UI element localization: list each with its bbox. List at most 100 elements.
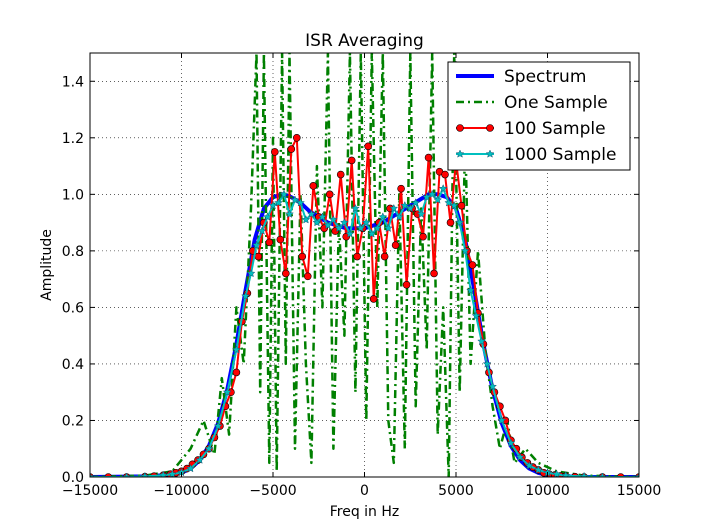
legend-label: One Sample [504,93,608,113]
data-point [298,252,307,261]
data-point [471,311,481,320]
data-point [441,170,449,179]
data-point [122,472,131,477]
data-point [378,212,388,221]
data-point [422,192,432,201]
data-point [309,182,318,190]
data-point [325,190,334,199]
legend-item: One Sample [456,93,608,113]
x-tick-label: −10000 [153,483,209,499]
y-tick-label: 1.0 [62,187,84,203]
data-point [524,461,534,470]
data-point [265,238,274,247]
data-point [427,189,437,199]
x-tick-label: 15000 [617,483,662,499]
data-point [380,252,389,261]
data-point [323,220,333,230]
x-tick-label: 10000 [525,483,570,499]
series-1000-sample [90,184,639,477]
legend-label: 1000 Sample [504,145,616,165]
data-point [241,291,251,300]
data-point [446,218,455,227]
data-point [301,215,311,224]
data-point [419,232,427,241]
y-tick-label: 0.2 [62,413,84,429]
data-point [369,295,378,303]
data-point [213,421,223,430]
data-point [276,235,285,244]
data-point [167,469,177,477]
data-point [433,195,443,204]
data-point [345,229,355,238]
data-point [405,203,415,213]
data-point [312,217,322,227]
data-point [285,209,294,218]
data-point [402,280,411,289]
legend-label: Spectrum [504,67,586,87]
legend-box [447,61,631,171]
data-point [552,469,562,477]
y-tick-label: 0.8 [62,244,84,260]
data-point [533,465,543,474]
legend-item: 1000 Sample [455,145,616,165]
data-point [488,381,498,391]
data-point [292,134,301,142]
data-point [252,240,261,249]
data-point [364,142,372,151]
data-point [391,241,400,250]
data-point [598,472,607,477]
x-tick-label: 5000 [438,483,474,499]
data-point [389,203,399,213]
data-point [195,455,205,464]
x-axis-label: Freq in Hz [330,504,400,520]
data-point [477,336,487,346]
data-point [497,415,507,425]
data-point [430,269,438,278]
series-layer [90,53,639,477]
data-point [328,215,338,224]
data-point [232,368,241,377]
data-point [158,470,168,477]
data-point [460,246,470,255]
data-point [367,229,377,238]
data-point [634,472,639,477]
y-tick-label: 1.4 [62,74,84,90]
legend: Spectrum One Sample 100 Sample 1000 Sample [447,61,631,171]
data-point [394,212,404,221]
data-point [515,452,525,461]
chart-title: ISR Averaging [305,31,424,51]
x-tick-label: −5000 [249,483,296,499]
data-point [468,261,477,269]
legend-item: Spectrum [456,67,586,87]
y-axis-label: Amplitude [39,229,55,301]
data-point [263,212,272,221]
data-point [257,226,267,235]
data-point [579,471,589,477]
data-point [372,223,382,233]
x-tick-label: 0 [360,483,369,499]
y-tick-label: 0.0 [62,470,84,486]
data-point [268,200,278,210]
y-tick-label: 0.6 [62,300,84,316]
x-tick-label: −15000 [62,483,118,499]
data-point [186,463,196,473]
data-point [350,203,360,213]
data-point [444,198,454,207]
data-point [411,198,421,207]
data-point [353,252,361,261]
data-point [295,198,305,207]
data-point [271,148,279,156]
legend-marker [485,149,495,158]
data-point [438,184,448,193]
legend-marker [486,124,494,132]
legend-marker [456,124,464,132]
data-point [140,471,150,477]
data-point [400,200,410,210]
data-point [222,387,232,396]
data-point [336,170,345,179]
legend-label: 100 Sample [504,119,606,139]
data-point [397,184,405,193]
data-point [274,198,283,207]
data-point [232,345,241,354]
legend-marker [455,149,465,158]
